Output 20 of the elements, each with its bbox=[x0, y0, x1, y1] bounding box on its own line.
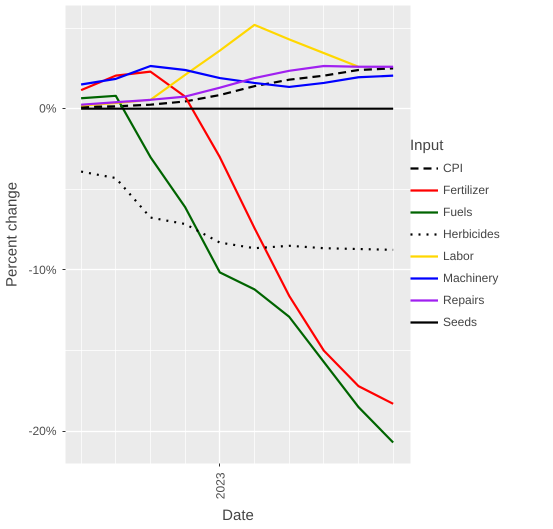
line-series bbox=[80, 24, 360, 107]
legend-label: Repairs bbox=[443, 292, 484, 309]
legend-label: Herbicides bbox=[443, 226, 500, 243]
legend-label: Fertilizer bbox=[443, 182, 490, 199]
line-series bbox=[80, 64, 394, 88]
y-tick-label: -10% bbox=[28, 262, 57, 277]
y-tick-label: 0% bbox=[39, 102, 57, 116]
x-axis-title: Date bbox=[222, 507, 254, 524]
y-tick-label: -20% bbox=[28, 424, 57, 438]
line-series bbox=[80, 94, 394, 444]
legend-label: Fuels bbox=[443, 204, 472, 221]
legend-title: Input bbox=[410, 137, 444, 154]
legend-label: Machinery bbox=[443, 270, 498, 287]
legend-label: CPI bbox=[443, 160, 464, 177]
x-tick-label: 2023 bbox=[213, 472, 228, 500]
line-series bbox=[80, 170, 394, 251]
legend-label: Labor bbox=[443, 248, 474, 265]
y-axis-title: Percent change bbox=[3, 182, 20, 288]
line-series bbox=[80, 70, 394, 405]
legend-label: Seeds bbox=[443, 314, 478, 331]
